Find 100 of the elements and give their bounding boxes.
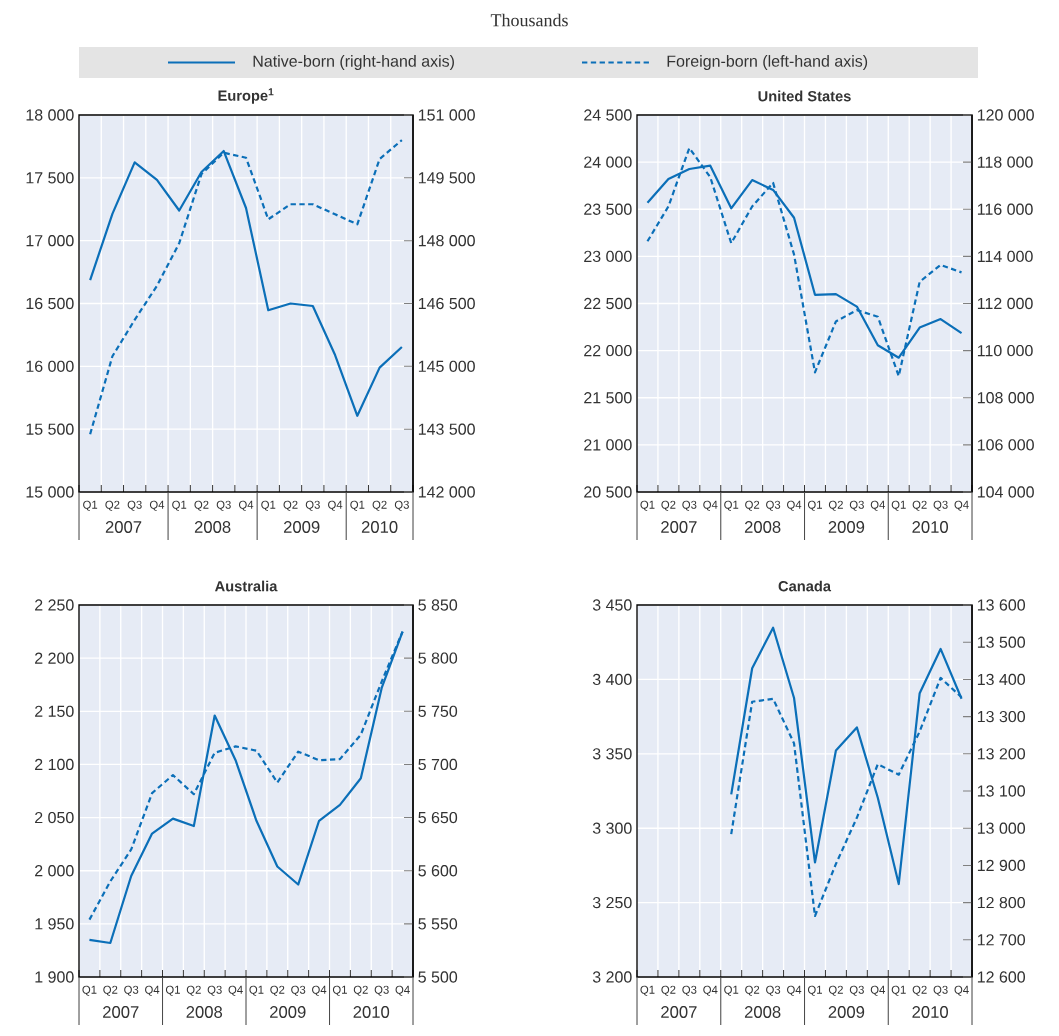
text: 2009 <box>283 521 320 533</box>
y2-tick-label: 12 600 <box>977 971 1026 983</box>
text: Thousands <box>490 13 568 27</box>
y2-tick-label: 13 200 <box>977 748 1026 760</box>
text: 2007 <box>105 521 142 533</box>
x-tick-label: Q1 <box>249 985 264 996</box>
y-tick-label: 21 000 <box>584 439 632 451</box>
x-tick-label: Q4 <box>703 985 718 996</box>
y-tick-label: 15 500 <box>26 423 74 435</box>
x-tick-label: Q1 <box>332 985 347 996</box>
x-tick-label: Q1 <box>807 985 822 996</box>
y2-tick-label: 106 000 <box>977 439 1034 451</box>
y2-tick-label: 143 500 <box>418 423 475 435</box>
y-tick-label: 24 500 <box>584 109 632 121</box>
y2-tick-label: 151 000 <box>418 109 475 121</box>
text: 2008 <box>194 521 231 533</box>
chart-title: United States <box>758 90 851 102</box>
y2-tick-label: 12 800 <box>977 896 1026 909</box>
x-tick-label: Q4 <box>395 985 410 996</box>
x-tick-label: Q2 <box>745 985 760 996</box>
y2-tick-label: 5 650 <box>418 811 458 824</box>
x-tick-label: Q3 <box>291 985 306 996</box>
y2-tick-label: 5 800 <box>418 652 458 664</box>
y-tick-label: 23 500 <box>584 203 632 215</box>
y2-tick-label: 118 000 <box>977 156 1033 168</box>
chart-title: Europe$^{1}$ <box>218 88 274 104</box>
y2-tick-label: 112 000 <box>977 297 1033 310</box>
y-tick-label: 17 500 <box>26 172 74 184</box>
y2-tick-label: 148 000 <box>418 235 475 247</box>
y2-tick-label: 13 300 <box>977 710 1026 723</box>
y-tick-label: 2 250 <box>35 599 74 611</box>
y-tick-label: 2 150 <box>35 705 74 717</box>
x-tick-label: Q3 <box>766 500 781 511</box>
y-tick-label: 1 950 <box>35 918 74 930</box>
x-tick-label: Q4 <box>149 500 165 511</box>
y2-tick-label: 110 000 <box>977 344 1033 357</box>
y-tick-label: 2 200 <box>35 652 74 664</box>
x-tick-label: Q3 <box>682 500 697 511</box>
x-tick-label: Q4 <box>328 500 343 511</box>
y-tick-label: 3 350 <box>592 748 632 760</box>
x-tick-label: Q1 <box>350 500 365 511</box>
y-tick-label: 17 000 <box>26 235 74 247</box>
x-tick-label: Q2 <box>105 500 120 511</box>
y2-tick-label: 13 100 <box>977 785 1026 797</box>
y2-tick-label: 120 000 <box>977 109 1034 121</box>
legend-label: Foreign-born (left-hand axis) <box>667 55 868 70</box>
y-tick-label: 16 500 <box>26 297 74 310</box>
y2-tick-label: 142 000 <box>418 486 475 498</box>
y-tick-label: 3 400 <box>592 673 632 686</box>
x-tick-label: Q4 <box>238 500 254 511</box>
x-tick-label: Q1 <box>724 500 739 511</box>
x-tick-label: Q1 <box>640 500 655 511</box>
x-tick-label: Q4 <box>870 500 886 511</box>
x-tick-label: Q3 <box>849 985 864 996</box>
y-tick-label: 2 000 <box>35 865 74 877</box>
y-tick-label: 21 500 <box>584 392 632 404</box>
y2-tick-label: 146 500 <box>418 297 475 310</box>
y-tick-label: 2 050 <box>35 811 74 824</box>
x-tick-label: Q1 <box>807 500 822 511</box>
x-tick-label: Q2 <box>186 985 201 996</box>
x-tick-label: Q1 <box>891 985 906 996</box>
text: 2009 <box>270 1006 306 1018</box>
text: 2010 <box>361 521 398 533</box>
x-tick-label: Q1 <box>261 500 276 511</box>
y-tick-label: 24 000 <box>584 156 632 168</box>
x-tick-label: Q3 <box>766 985 781 996</box>
x-tick-label: Q3 <box>849 500 864 511</box>
x-tick-label: Q1 <box>82 985 97 996</box>
x-tick-label: Q2 <box>194 500 209 511</box>
y2-tick-label: 5 700 <box>418 758 458 771</box>
text: 2007 <box>661 1006 697 1018</box>
y-tick-label: 15 000 <box>26 486 74 498</box>
y-tick-label: 3 450 <box>592 599 632 611</box>
y2-tick-label: 13 400 <box>977 673 1026 686</box>
x-tick-label: Q2 <box>661 985 676 996</box>
x-tick-label: Q2 <box>270 985 285 996</box>
x-tick-label: Q4 <box>954 985 969 996</box>
y-tick-label: 3 200 <box>592 971 632 983</box>
y2-tick-label: 5 500 <box>418 971 458 983</box>
y2-tick-label: 116 000 <box>977 203 1033 215</box>
chart-title: Australia <box>214 580 278 592</box>
x-tick-label: Q3 <box>374 985 389 996</box>
x-tick-label: Q1 <box>640 985 655 996</box>
y-tick-label: 23 000 <box>584 250 632 263</box>
y-tick-label: 18 000 <box>26 109 74 121</box>
x-tick-label: Q3 <box>127 500 142 511</box>
x-tick-label: Q4 <box>145 985 160 996</box>
y2-tick-label: 13 000 <box>977 822 1026 834</box>
x-tick-label: Q4 <box>228 985 243 996</box>
text: 2008 <box>744 1006 781 1018</box>
x-tick-label: Q1 <box>172 500 187 511</box>
y-tick-label: 1 900 <box>35 971 74 983</box>
x-tick-label: Q1 <box>165 985 180 996</box>
x-tick-label: Q2 <box>103 985 118 996</box>
y-tick-label: 22 500 <box>584 297 632 310</box>
x-tick-label: Q4 <box>787 500 802 511</box>
y2-tick-label: 5 550 <box>418 918 458 930</box>
x-tick-label: Q2 <box>828 985 843 996</box>
y2-tick-label: 5 600 <box>418 865 458 877</box>
y-tick-label: 22 000 <box>584 344 632 357</box>
